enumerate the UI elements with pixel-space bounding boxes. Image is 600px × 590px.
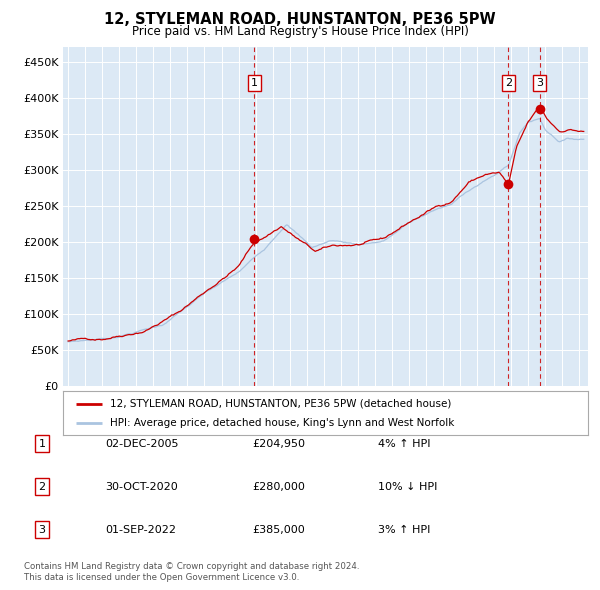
Text: 12, STYLEMAN ROAD, HUNSTANTON, PE36 5PW (detached house): 12, STYLEMAN ROAD, HUNSTANTON, PE36 5PW …: [110, 399, 452, 408]
Text: 3% ↑ HPI: 3% ↑ HPI: [378, 525, 430, 535]
Text: 1: 1: [38, 439, 46, 448]
Text: 10% ↓ HPI: 10% ↓ HPI: [378, 482, 437, 491]
Text: 01-SEP-2022: 01-SEP-2022: [105, 525, 176, 535]
Text: 12, STYLEMAN ROAD, HUNSTANTON, PE36 5PW: 12, STYLEMAN ROAD, HUNSTANTON, PE36 5PW: [104, 12, 496, 27]
Text: HPI: Average price, detached house, King's Lynn and West Norfolk: HPI: Average price, detached house, King…: [110, 418, 455, 428]
Text: 3: 3: [38, 525, 46, 535]
Text: 30-OCT-2020: 30-OCT-2020: [105, 482, 178, 491]
Text: 2: 2: [505, 78, 512, 88]
Text: £204,950: £204,950: [252, 439, 305, 448]
Text: 1: 1: [251, 78, 258, 88]
Text: Contains HM Land Registry data © Crown copyright and database right 2024.: Contains HM Land Registry data © Crown c…: [24, 562, 359, 571]
Text: This data is licensed under the Open Government Licence v3.0.: This data is licensed under the Open Gov…: [24, 573, 299, 582]
Text: 02-DEC-2005: 02-DEC-2005: [105, 439, 179, 448]
Text: £385,000: £385,000: [252, 525, 305, 535]
Text: 2: 2: [38, 482, 46, 491]
Text: Price paid vs. HM Land Registry's House Price Index (HPI): Price paid vs. HM Land Registry's House …: [131, 25, 469, 38]
Text: 3: 3: [536, 78, 543, 88]
Text: £280,000: £280,000: [252, 482, 305, 491]
Text: 4% ↑ HPI: 4% ↑ HPI: [378, 439, 431, 448]
